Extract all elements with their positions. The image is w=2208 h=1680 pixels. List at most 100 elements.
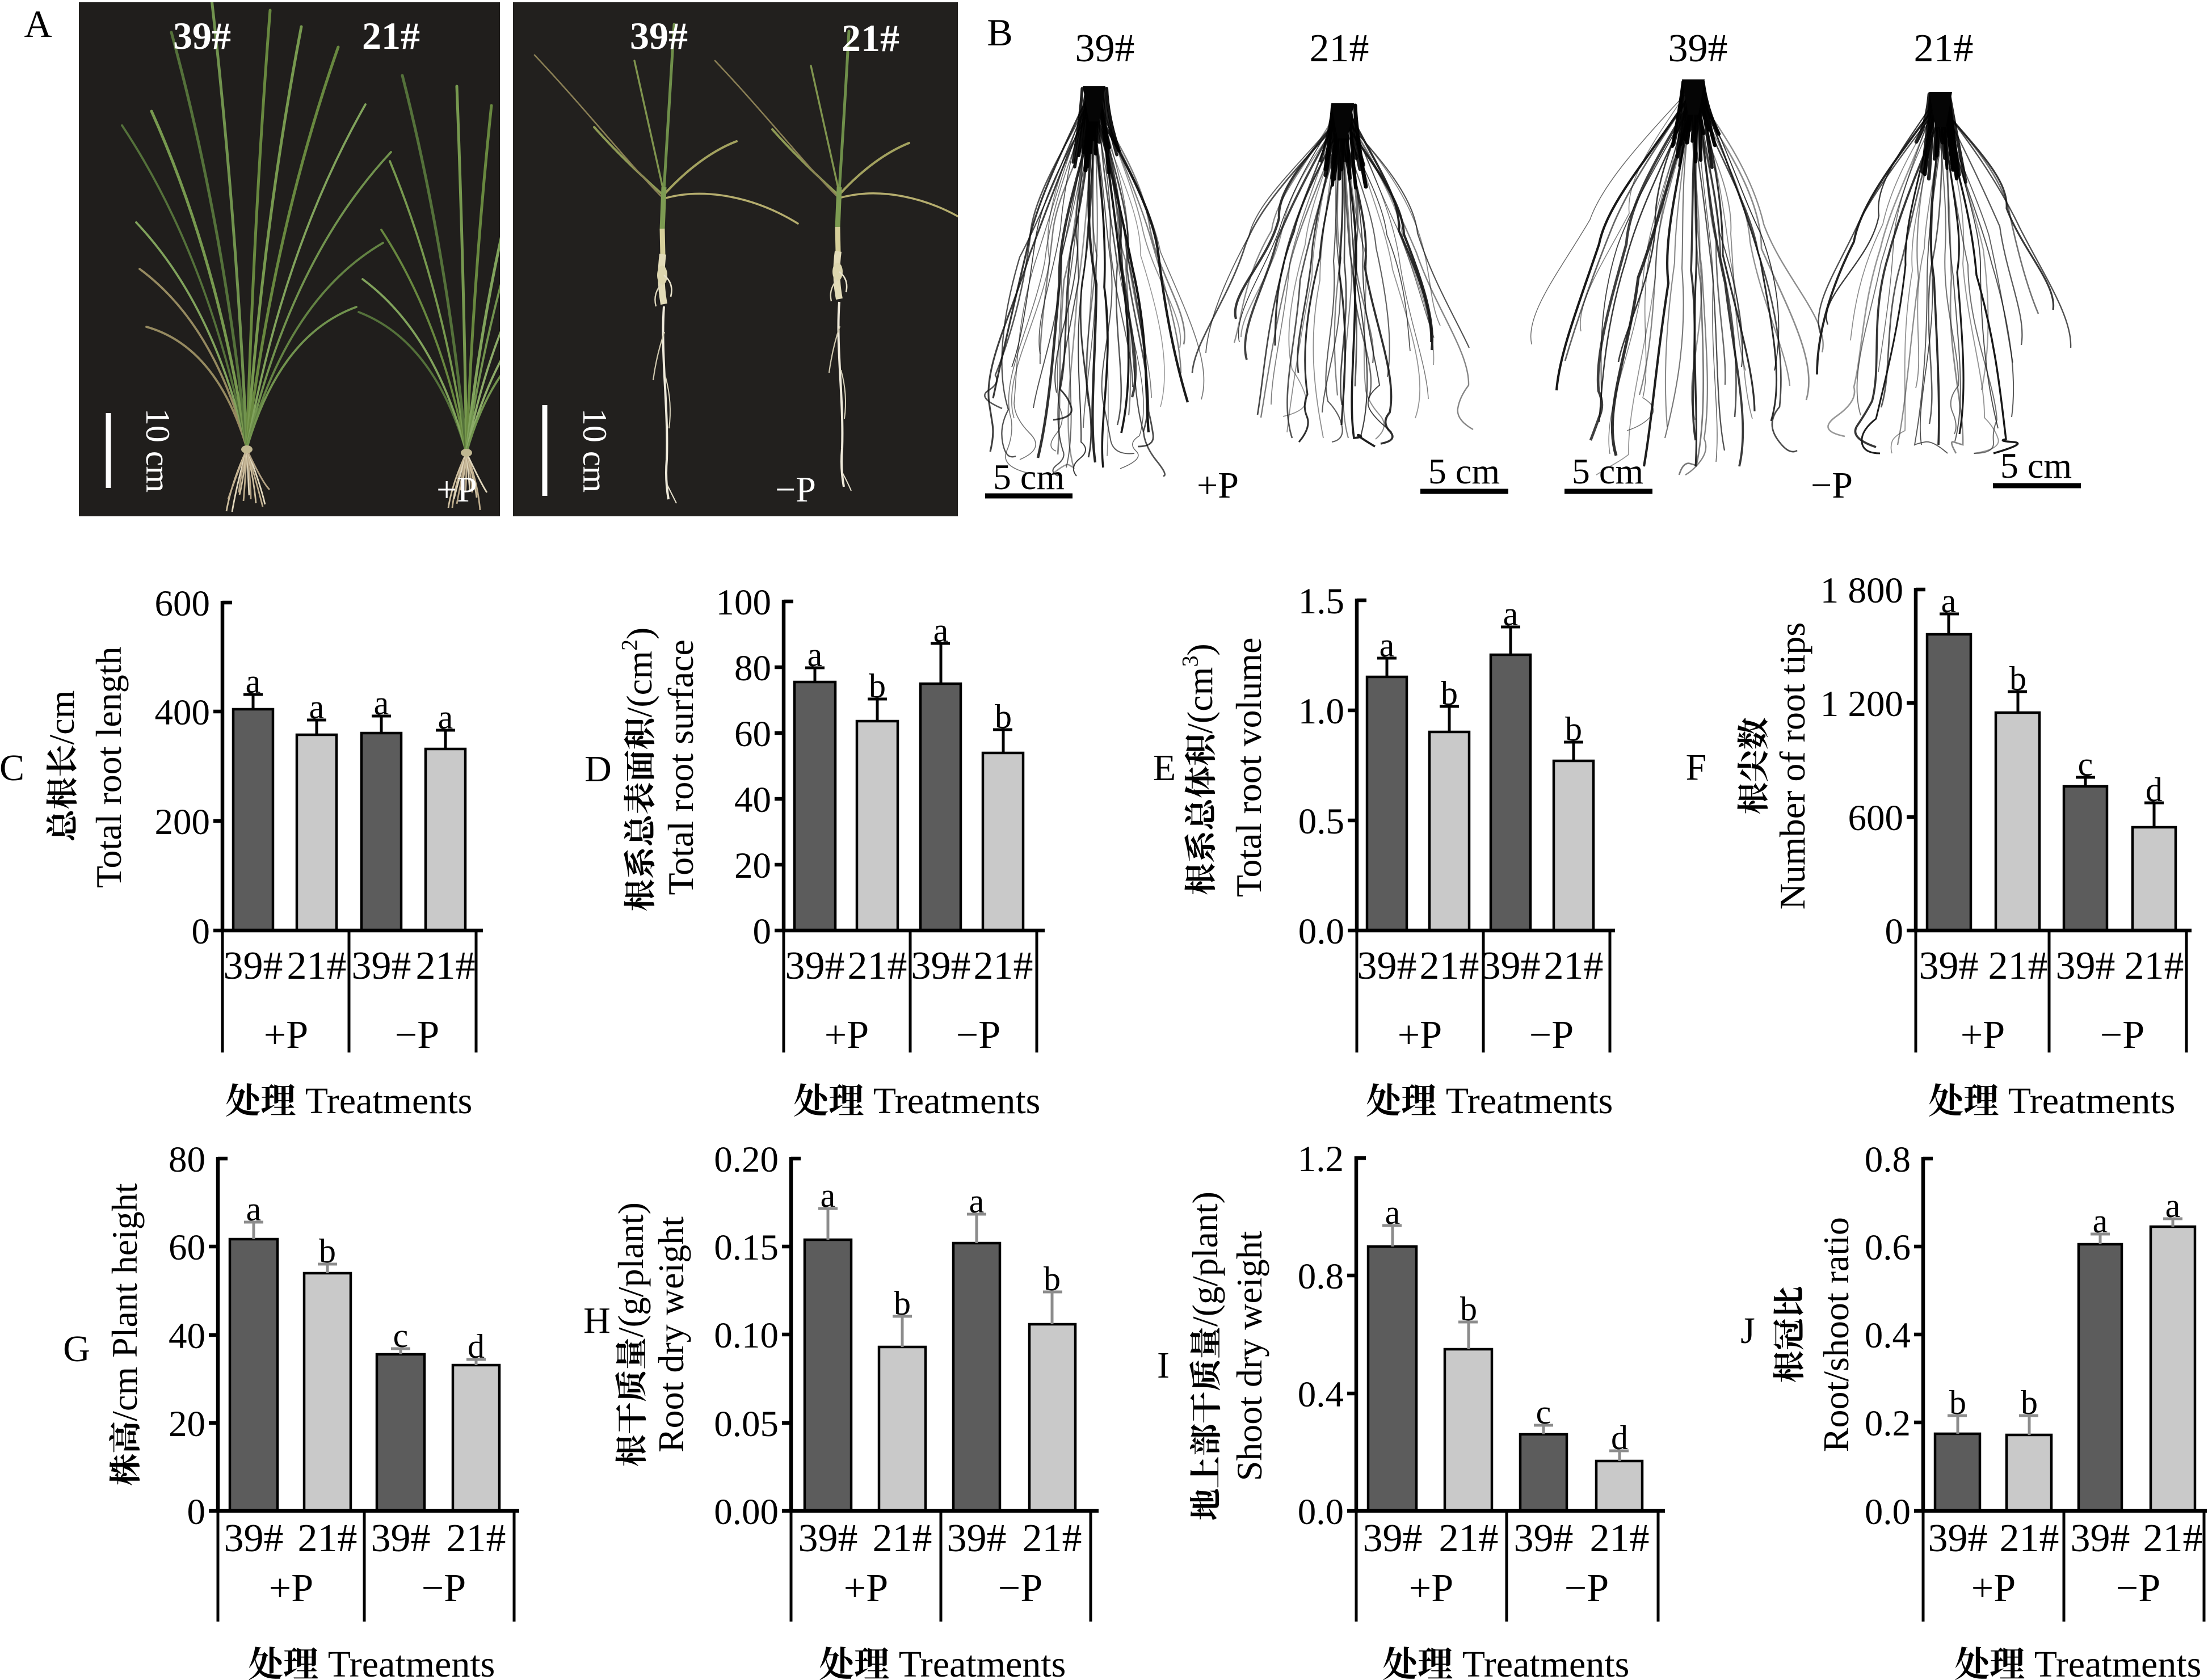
svg-text:a: a bbox=[1503, 595, 1519, 633]
svg-text:): ) bbox=[619, 628, 659, 639]
svg-text:a: a bbox=[1385, 1194, 1400, 1231]
svg-text:c: c bbox=[2078, 746, 2093, 783]
svg-text:−P: −P bbox=[956, 1013, 1000, 1057]
svg-text:Treatments: Treatments bbox=[305, 1080, 473, 1122]
svg-text:B: B bbox=[987, 11, 1012, 54]
svg-text:I: I bbox=[1157, 1345, 1170, 1386]
svg-text:1.0: 1.0 bbox=[1298, 691, 1344, 732]
svg-text:−P: −P bbox=[422, 1567, 466, 1610]
svg-text:39#: 39# bbox=[1357, 944, 1417, 988]
svg-text:Total root surface: Total root surface bbox=[661, 639, 701, 895]
svg-text:b: b bbox=[1949, 1384, 1966, 1421]
svg-text:a: a bbox=[969, 1182, 985, 1220]
svg-text:21#: 21# bbox=[1023, 1517, 1082, 1560]
svg-text:+P: +P bbox=[264, 1013, 308, 1057]
svg-text:0.05: 0.05 bbox=[714, 1404, 779, 1445]
svg-text:39#: 39# bbox=[2071, 1517, 2130, 1560]
svg-text:a: a bbox=[808, 636, 823, 673]
svg-text:21#: 21# bbox=[1544, 944, 1604, 988]
svg-text:0.4: 0.4 bbox=[1865, 1315, 1911, 1356]
svg-text:21#: 21# bbox=[298, 1517, 358, 1560]
svg-text:21#: 21# bbox=[1420, 944, 1479, 988]
svg-text:21#: 21# bbox=[362, 14, 420, 57]
svg-text:0: 0 bbox=[187, 1492, 206, 1532]
svg-text:E: E bbox=[1153, 747, 1176, 789]
svg-text:/(cm: /(cm bbox=[619, 651, 659, 717]
svg-text:/cm Plant height: /cm Plant height bbox=[104, 1183, 145, 1421]
svg-text:40: 40 bbox=[169, 1316, 205, 1357]
svg-text:39#: 39# bbox=[630, 14, 688, 57]
svg-text:21#: 21# bbox=[1914, 27, 1974, 70]
svg-text:21#: 21# bbox=[416, 944, 476, 988]
svg-text:+P: +P bbox=[1409, 1567, 1453, 1610]
svg-text:0.0: 0.0 bbox=[1298, 911, 1344, 952]
svg-text:−P: −P bbox=[1811, 465, 1853, 506]
svg-text:−P: −P bbox=[2116, 1567, 2160, 1610]
svg-text:5 cm: 5 cm bbox=[993, 457, 1065, 497]
svg-text:0.5: 0.5 bbox=[1298, 801, 1344, 842]
svg-text:a: a bbox=[2165, 1187, 2181, 1224]
svg-text:F: F bbox=[1686, 747, 1707, 788]
svg-text:b: b bbox=[1460, 1290, 1477, 1328]
svg-text:d: d bbox=[2146, 771, 2163, 809]
svg-text:20: 20 bbox=[169, 1404, 205, 1445]
svg-text:b: b bbox=[319, 1232, 336, 1270]
svg-text:1 200: 1 200 bbox=[1820, 684, 1903, 725]
svg-text:+P: +P bbox=[269, 1567, 313, 1610]
svg-text:Number of root tips: Number of root tips bbox=[1772, 622, 1812, 910]
svg-text:0: 0 bbox=[1885, 911, 1904, 952]
svg-text:a: a bbox=[246, 663, 261, 700]
svg-text:60: 60 bbox=[734, 714, 771, 755]
svg-text:J: J bbox=[1740, 1310, 1755, 1351]
svg-text:39#: 39# bbox=[1363, 1517, 1423, 1560]
svg-text:80: 80 bbox=[734, 648, 771, 689]
svg-text:0.4: 0.4 bbox=[1298, 1374, 1344, 1415]
svg-text:21#: 21# bbox=[842, 16, 899, 60]
svg-text:20: 20 bbox=[734, 845, 771, 886]
svg-text:39#: 39# bbox=[1919, 944, 1979, 988]
svg-text:/(cm: /(cm bbox=[1180, 667, 1220, 734]
svg-text:0.20: 0.20 bbox=[714, 1139, 779, 1180]
svg-text:Treatments: Treatments bbox=[1446, 1080, 1613, 1122]
svg-text:Root dry weight: Root dry weight bbox=[651, 1216, 691, 1452]
svg-text:/(g/plant): /(g/plant) bbox=[611, 1202, 651, 1337]
svg-text:39#: 39# bbox=[1668, 27, 1728, 70]
svg-text:80: 80 bbox=[169, 1139, 205, 1180]
svg-text:/(g/plant): /(g/plant) bbox=[1185, 1191, 1225, 1327]
svg-text:39#: 39# bbox=[371, 1517, 431, 1560]
svg-text:C: C bbox=[0, 747, 24, 789]
svg-text:Root/shoot ratio: Root/shoot ratio bbox=[1816, 1217, 1856, 1452]
svg-text:0.0: 0.0 bbox=[1865, 1492, 1911, 1532]
svg-text:c: c bbox=[1536, 1393, 1551, 1431]
svg-text:1 800: 1 800 bbox=[1820, 570, 1903, 611]
svg-text:d: d bbox=[1611, 1419, 1628, 1456]
svg-text:21#: 21# bbox=[2000, 1517, 2059, 1560]
svg-text:0: 0 bbox=[192, 911, 211, 952]
svg-text:−P: −P bbox=[2100, 1013, 2144, 1057]
svg-text:a: a bbox=[821, 1177, 836, 1214]
svg-text:Treatments: Treatments bbox=[899, 1644, 1066, 1680]
svg-text:600: 600 bbox=[1848, 798, 1904, 839]
svg-text:+P: +P bbox=[825, 1013, 869, 1057]
svg-text:G: G bbox=[63, 1328, 90, 1370]
svg-text:0.00: 0.00 bbox=[714, 1492, 779, 1532]
svg-text:b: b bbox=[995, 698, 1012, 735]
svg-text:a: a bbox=[933, 612, 949, 649]
svg-text:3: 3 bbox=[1177, 655, 1202, 667]
svg-text:0.8: 0.8 bbox=[1298, 1256, 1344, 1297]
svg-text:39#: 39# bbox=[947, 1517, 1007, 1560]
svg-text:10 cm: 10 cm bbox=[139, 409, 176, 492]
svg-text:D: D bbox=[584, 748, 612, 790]
svg-text:21#: 21# bbox=[1310, 27, 1369, 70]
svg-text:Treatments: Treatments bbox=[2034, 1644, 2202, 1680]
svg-text:21#: 21# bbox=[1439, 1517, 1499, 1560]
svg-text:39#: 39# bbox=[352, 944, 411, 988]
svg-text:39#: 39# bbox=[1075, 27, 1135, 70]
svg-text:400: 400 bbox=[155, 692, 211, 733]
svg-text:+P: +P bbox=[1398, 1013, 1442, 1057]
svg-text:a: a bbox=[2093, 1202, 2108, 1240]
svg-text:0.0: 0.0 bbox=[1298, 1492, 1344, 1532]
svg-text:21#: 21# bbox=[287, 944, 347, 988]
svg-text:0: 0 bbox=[753, 911, 772, 952]
svg-text:2: 2 bbox=[616, 639, 642, 651]
